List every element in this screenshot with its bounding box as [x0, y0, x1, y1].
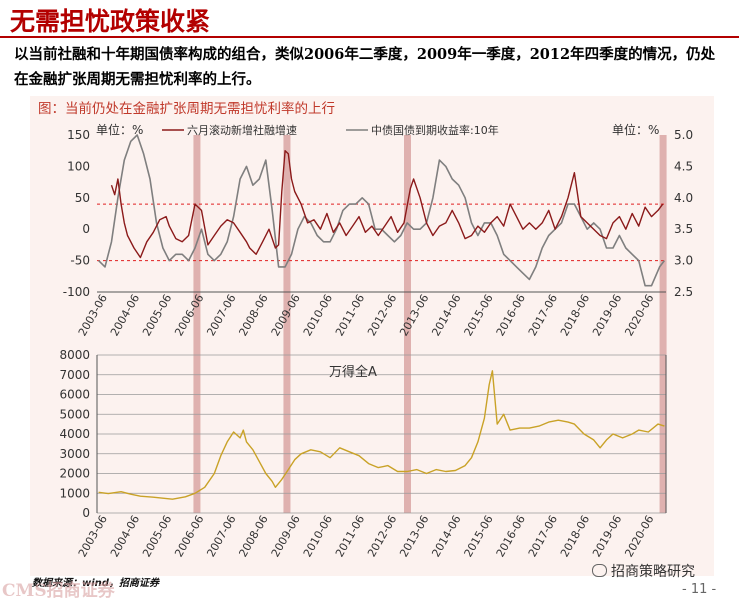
- top-x-tick-label: 2006-06: [172, 292, 206, 338]
- right-tick-label: 3.5: [674, 222, 693, 236]
- bottom-x-tick-label: 2010-06: [301, 513, 335, 559]
- social-financing-line: [110, 150, 664, 259]
- bottom-tick-label: 2000: [59, 467, 90, 481]
- bottom-tick-label: 4000: [59, 427, 90, 441]
- bottom-tick-label: 5000: [59, 407, 90, 421]
- right-tick-label: 4.0: [674, 191, 693, 205]
- brand-text: 招商策略研究: [611, 564, 695, 580]
- bottom-x-tick-label: 2005-06: [140, 513, 174, 559]
- bottom-tick-label: 0: [82, 506, 90, 520]
- bottom-x-tick-label: 2016-06: [494, 513, 528, 559]
- figure-title: 图：当前仍处在金融扩张周期无需担忧利率的上行: [38, 101, 335, 117]
- top-x-tick-label: 2020-06: [622, 292, 656, 338]
- right-tick-label: 5.0: [674, 128, 693, 142]
- bottom-x-tick-label: 2015-06: [462, 513, 496, 559]
- data-source: 数据来源：wind，招商证券: [32, 578, 159, 589]
- bottom-x-tick-label: 2017-06: [526, 513, 560, 559]
- left-tick-label: -100: [63, 285, 90, 299]
- cms-logo: CMS招商证券: [2, 581, 115, 601]
- right-tick-label: 2.5: [674, 285, 693, 299]
- bottom-x-tick-label: 2013-06: [397, 513, 431, 559]
- wind-a-line: [98, 370, 665, 500]
- top-x-tick-label: 2018-06: [558, 292, 592, 338]
- intro-paragraph: 以当前社融和十年期国债率构成的组合，类似2006年二季度，2009年一季度，20…: [14, 46, 716, 88]
- bottom-x-tick-label: 2003-06: [76, 513, 110, 559]
- right-axis-unit: 单位：%: [612, 122, 659, 137]
- left-tick-label: 150: [67, 128, 90, 142]
- highlight-band: [659, 135, 667, 513]
- top-x-tick-label: 2017-06: [526, 292, 560, 338]
- top-x-tick-label: 2019-06: [590, 292, 624, 338]
- bottom-tick-label: 1000: [59, 486, 90, 500]
- bottom-x-tick-label: 2012-06: [365, 513, 399, 559]
- top-x-tick-label: 2016-06: [494, 292, 528, 338]
- bottom-x-tick-label: 2014-06: [429, 513, 463, 559]
- top-x-tick-label: 2014-06: [429, 292, 463, 338]
- bottom-x-tick-label: 2009-06: [269, 513, 303, 559]
- brand-label: 招商策略研究: [592, 561, 695, 581]
- legend-bond-yield: 中债国债到期收益率:10年: [371, 123, 499, 137]
- left-tick-label: 50: [75, 191, 90, 205]
- left-tick-label: 100: [67, 159, 90, 173]
- bottom-tick-label: 8000: [59, 348, 90, 362]
- left-tick-label: 0: [82, 222, 90, 236]
- left-axis-unit: 单位：%: [96, 122, 143, 137]
- right-tick-label: 3.0: [674, 254, 693, 268]
- top-x-tick-label: 2008-06: [237, 292, 271, 338]
- right-tick-label: 4.5: [674, 159, 693, 173]
- highlight-band: [283, 135, 291, 513]
- top-x-tick-label: 2005-06: [140, 292, 174, 338]
- bottom-x-tick-label: 2004-06: [108, 513, 142, 559]
- left-tick-label: -50: [70, 254, 90, 268]
- top-x-tick-label: 2004-06: [108, 292, 142, 338]
- top-x-tick-label: 2013-06: [397, 292, 431, 338]
- page-number: - 11 -: [682, 582, 717, 597]
- top-x-tick-label: 2010-06: [301, 292, 335, 338]
- bottom-x-tick-label: 2006-06: [172, 513, 206, 559]
- page-title: 无需担忧政策收紧: [10, 7, 211, 36]
- bottom-tick-label: 7000: [59, 368, 90, 382]
- bottom-x-tick-label: 2008-06: [237, 513, 271, 559]
- bottom-x-tick-label: 2018-06: [558, 513, 592, 559]
- bottom-x-tick-label: 2011-06: [333, 513, 367, 559]
- top-x-tick-label: 2011-06: [333, 292, 367, 338]
- wind-a-label: 万得全A: [329, 364, 377, 380]
- bottom-tick-label: 3000: [59, 447, 90, 461]
- top-x-tick-label: 2015-06: [462, 292, 496, 338]
- bottom-x-tick-label: 2019-06: [590, 513, 624, 559]
- top-x-tick-label: 2012-06: [365, 292, 399, 338]
- bond-yield-line: [98, 134, 666, 287]
- bottom-tick-label: 6000: [59, 388, 90, 402]
- bottom-x-tick-label: 2007-06: [204, 513, 238, 559]
- bottom-x-tick-label: 2020-06: [622, 513, 656, 559]
- top-x-tick-label: 2007-06: [204, 292, 238, 338]
- highlight-band: [193, 135, 201, 513]
- wechat-bubble-icon: [592, 564, 607, 577]
- title-underline: [0, 36, 739, 38]
- legend-social-financing: 六月滚动新增社融增速: [187, 123, 297, 137]
- highlight-band: [404, 135, 412, 513]
